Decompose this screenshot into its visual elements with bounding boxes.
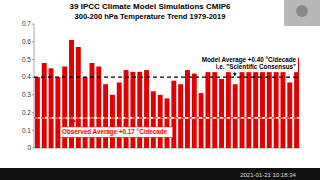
bar (178, 84, 183, 148)
annotation-box (60, 127, 173, 138)
y-tick (32, 24, 34, 25)
bar (192, 74, 197, 148)
bar (185, 70, 190, 148)
annotation: Observed Average +0.17 °C/decade (62, 128, 168, 136)
bar (199, 93, 204, 148)
webcam (284, 0, 320, 26)
annotation: i.e. "Scientific Consensus" (216, 63, 296, 70)
reference-line-bg (34, 117, 300, 119)
y-tick-label: 0.2 (22, 109, 31, 116)
y-tick (32, 148, 34, 149)
webcam-person (296, 5, 308, 17)
reference-lines (34, 77, 300, 118)
bar (151, 91, 156, 148)
y-tick-label: 0.4 (22, 73, 31, 80)
bar (205, 67, 210, 148)
annotation-arrowhead (72, 119, 76, 122)
y-tick (32, 130, 34, 131)
y-tick-label: 0.6 (22, 38, 31, 45)
y-tick (32, 77, 34, 78)
bar (267, 68, 272, 148)
title: 39 IPCC Climate Model Simulations CMIP6 (70, 2, 231, 11)
y-tick-label: 0.1 (22, 127, 31, 134)
y-tick-label: 0.3 (22, 91, 31, 98)
background (0, 0, 320, 180)
bar (246, 63, 251, 148)
y-tick-label: 0 (27, 144, 31, 151)
bar (212, 70, 217, 148)
bar (158, 95, 163, 148)
bar (287, 82, 292, 148)
y-axis (34, 24, 35, 148)
bar (42, 63, 47, 148)
annotation-box (195, 54, 298, 72)
bar (49, 68, 54, 148)
y-tick (32, 59, 34, 60)
y-tick (32, 112, 34, 113)
timestamp: 2021-01-21 10:18:34 (240, 172, 296, 178)
y-tick (32, 94, 34, 95)
bar (55, 77, 60, 148)
bar (171, 81, 176, 148)
bar (253, 67, 258, 148)
y-tick (32, 41, 34, 42)
bar (117, 82, 122, 148)
bar (226, 67, 231, 148)
bars (35, 40, 299, 148)
video-bar (0, 168, 320, 180)
y-tick-label: 0.5 (22, 56, 31, 63)
bar (103, 84, 108, 148)
chart: 39 IPCC Climate Model Simulations CMIP63… (0, 0, 320, 180)
bar (35, 77, 40, 148)
bar (165, 98, 170, 148)
bar (280, 67, 285, 148)
subtitle: 300-200 hPa Temperature Trend 1979-2019 (75, 12, 226, 21)
reference-line (34, 117, 300, 118)
bar (240, 68, 245, 148)
bar (110, 95, 115, 148)
y-tick-label: 0.7 (22, 20, 31, 27)
annotation-arrowhead (233, 73, 237, 76)
reference-line (34, 76, 300, 77)
bar (219, 79, 224, 148)
bar (233, 84, 238, 148)
bar (274, 70, 279, 148)
